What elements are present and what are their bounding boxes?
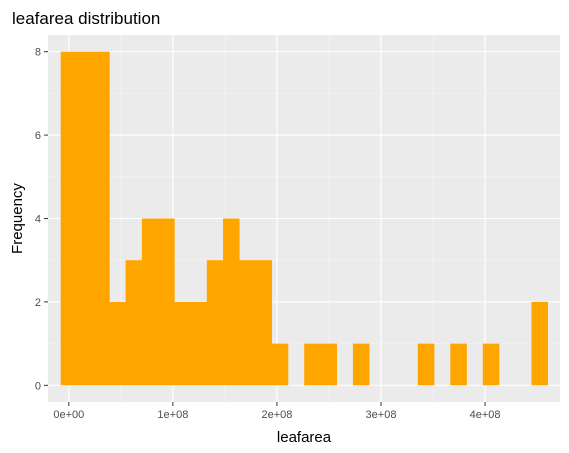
y-tick-label: 4 (35, 214, 41, 226)
histogram-bar (93, 51, 110, 386)
histogram-bar (320, 343, 337, 386)
histogram-bar (239, 260, 256, 386)
y-axis-title: Frequency (9, 183, 26, 254)
y-tick-label: 6 (35, 130, 41, 142)
histogram-bar (223, 218, 240, 386)
y-tick-label: 8 (35, 47, 41, 59)
histogram-bar (255, 260, 273, 386)
x-tick-label: 0e+00 (53, 409, 84, 421)
histogram-bar (76, 51, 94, 386)
x-axis: 0e+00 1e+08 2e+08 3e+08 4e+08 (53, 402, 501, 421)
x-tick-label: 1e+08 (157, 409, 188, 421)
y-tick-label: 0 (35, 380, 41, 392)
y-tick-label: 2 (35, 297, 41, 309)
x-tick-label: 4e+08 (470, 409, 501, 421)
bars (60, 51, 549, 386)
x-axis-title: leafarea (277, 429, 332, 446)
y-axis: 0 2 4 6 8 (35, 47, 48, 392)
histogram-bar (60, 51, 78, 386)
histogram-bar (450, 343, 467, 386)
histogram-bar (531, 301, 549, 386)
histogram-bar (304, 343, 321, 386)
histogram-bar (206, 260, 224, 386)
histogram-bar (190, 301, 208, 386)
histogram-bar (482, 343, 500, 386)
histogram-bar (352, 343, 370, 386)
histogram-bar (158, 218, 175, 386)
histogram-bar (109, 301, 126, 386)
histogram-bar (271, 343, 289, 386)
chart-title: leafarea distribution (12, 9, 160, 28)
histogram-bar (174, 301, 191, 386)
histogram-bar (417, 343, 435, 386)
x-tick-label: 3e+08 (366, 409, 397, 421)
histogram-bar (141, 218, 159, 386)
x-tick-label: 2e+08 (261, 409, 292, 421)
histogram-bar (125, 260, 143, 386)
